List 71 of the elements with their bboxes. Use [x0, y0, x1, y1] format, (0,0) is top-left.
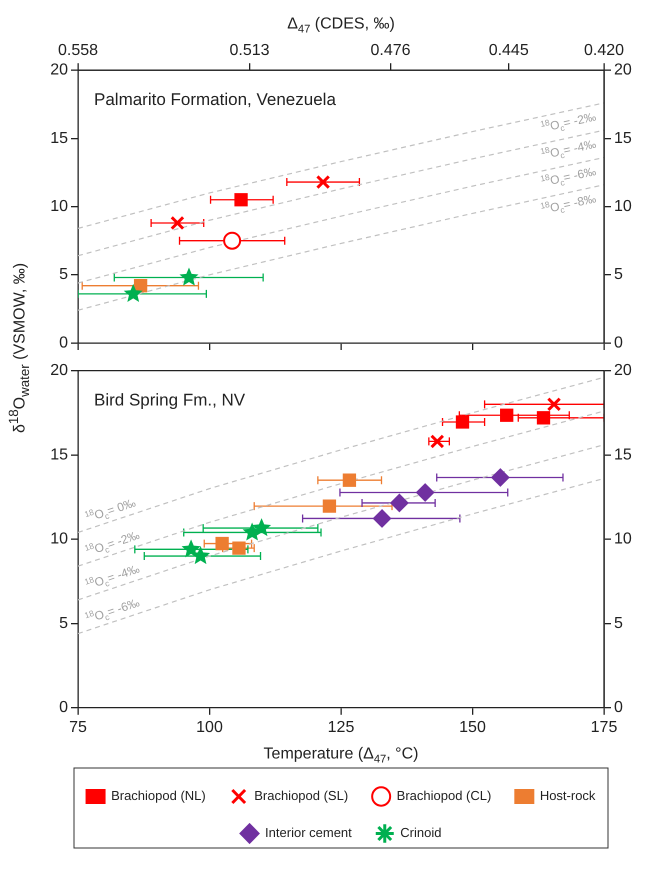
y-tick-label: 20	[50, 62, 68, 79]
y2-tick-label: 0	[614, 334, 623, 352]
legend-label: Interior cement	[265, 825, 352, 840]
text: Palmarito Formation, Venezuela	[94, 90, 336, 109]
legend-label: Brachiopod (CL)	[396, 788, 492, 804]
point	[342, 474, 356, 487]
point	[416, 484, 434, 502]
point	[215, 536, 229, 550]
y2-tick-label: 15	[614, 446, 632, 464]
point	[316, 174, 330, 190]
y-tick-label: 0	[59, 699, 68, 716]
y2-tick-label: 20	[614, 362, 632, 380]
point	[456, 415, 470, 429]
point	[170, 216, 185, 230]
point	[124, 284, 143, 302]
y-tick-label: 20	[50, 362, 68, 380]
y-tick-label: 10	[50, 198, 68, 216]
point	[232, 541, 246, 555]
point	[223, 232, 242, 250]
legend-label: Brachiopod (SL)	[254, 788, 348, 804]
x-tick-label: 75	[69, 718, 87, 736]
x2-tick-label: 0.445	[488, 42, 529, 60]
y2-tick-label: 10	[614, 530, 632, 548]
y-tick-label: 5	[59, 266, 68, 284]
point	[322, 500, 336, 513]
legend-label: Host-rock	[540, 788, 596, 804]
x-tick-label: 125	[328, 718, 354, 736]
x-tick-label: 100	[196, 718, 223, 736]
y-tick-label: 5	[59, 614, 68, 632]
x2-tick-label: 0.513	[230, 42, 270, 60]
point	[536, 411, 550, 424]
point	[179, 268, 198, 286]
line-series	[78, 130, 604, 256]
y-tick-label: 15	[50, 130, 68, 147]
y-tick-label: 0	[59, 334, 68, 352]
y2-tick-label: 5	[614, 614, 623, 632]
line-series	[78, 184, 604, 311]
annotation: 18Oc= -6‰	[83, 595, 142, 624]
x-tick-label: 175	[590, 718, 618, 736]
annotation: 18Oc= -2‰	[83, 528, 142, 556]
y2-tick-label: 10	[614, 198, 632, 216]
annotation: 18Oc= -8‰	[539, 191, 598, 216]
y2-tick-label: 5	[614, 266, 623, 284]
y2-tick-label: 15	[614, 130, 632, 147]
annotation: 18Oc= 0‰	[83, 496, 138, 522]
line-series	[78, 156, 604, 284]
legend-label: Brachiopod (NL)	[111, 788, 206, 804]
annotation: 18Oc= -2‰	[539, 109, 598, 134]
x-tick-label: 150	[459, 718, 486, 736]
point	[252, 518, 272, 536]
point	[373, 509, 392, 528]
point	[491, 468, 510, 486]
text: Bird Spring Fm., NV	[94, 390, 246, 410]
point	[500, 408, 514, 422]
point	[430, 434, 444, 449]
legend-label: Crinoid	[400, 825, 442, 840]
x2-tick-label: 0.476	[370, 42, 411, 60]
annotation: 18Oc= -6‰	[539, 164, 598, 188]
point	[134, 279, 148, 292]
x2-tick-label: 0.420	[584, 42, 624, 60]
annotation: 18Oc= -4‰	[539, 136, 598, 160]
point	[182, 539, 201, 558]
y2-tick-label: 20	[614, 62, 632, 79]
point	[390, 494, 408, 512]
annotation: 18Oc= -4‰	[83, 562, 142, 590]
y-tick-label: 10	[50, 530, 68, 548]
point	[546, 397, 562, 412]
y-tick-label: 15	[50, 446, 68, 464]
y2-tick-label: 0	[614, 699, 623, 716]
x2-tick-label: 0.558	[58, 42, 98, 60]
point	[234, 193, 248, 206]
